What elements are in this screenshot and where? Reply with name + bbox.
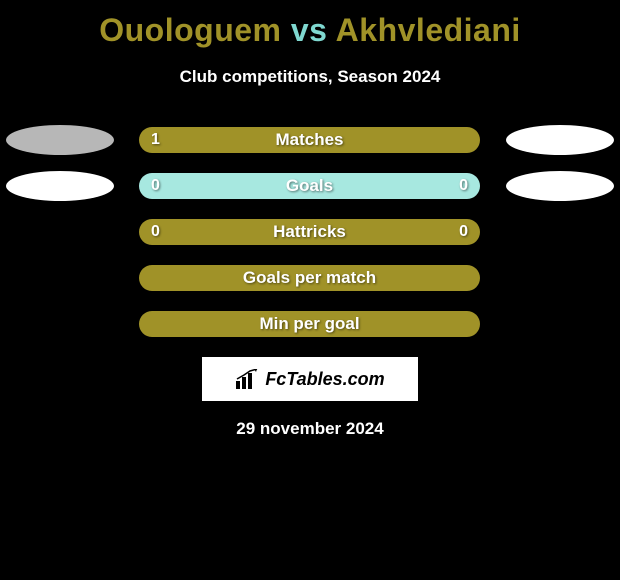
stat-row: 0 Goals 0 bbox=[0, 173, 620, 199]
player2-name: Akhvlediani bbox=[336, 12, 521, 48]
chart-icon bbox=[235, 369, 259, 389]
stat-label: Min per goal bbox=[259, 314, 359, 334]
stat-row: 0 Hattricks 0 bbox=[0, 219, 620, 245]
stat-value-left: 1 bbox=[151, 131, 160, 149]
stat-label: Goals per match bbox=[243, 268, 376, 288]
stat-bar: Goals per match bbox=[139, 265, 480, 291]
stat-value-right: 0 bbox=[459, 177, 468, 195]
stat-label: Goals bbox=[286, 176, 333, 196]
stat-label: Matches bbox=[275, 130, 343, 150]
footer-logo-text: FcTables.com bbox=[265, 369, 384, 390]
stat-row: 1 Matches bbox=[0, 127, 620, 153]
stat-value-right: 0 bbox=[459, 223, 468, 241]
stat-bar: Min per goal bbox=[139, 311, 480, 337]
vs-label: vs bbox=[291, 12, 328, 48]
stat-bar: 0 Hattricks 0 bbox=[139, 219, 480, 245]
stat-row: Goals per match bbox=[0, 265, 620, 291]
stat-label: Hattricks bbox=[273, 222, 346, 242]
stat-bar: 0 Goals 0 bbox=[139, 173, 480, 199]
comparison-title: Ouologuem vs Akhvlediani bbox=[0, 0, 620, 49]
subtitle: Club competitions, Season 2024 bbox=[0, 67, 620, 87]
stat-bar: 1 Matches bbox=[139, 127, 480, 153]
player2-ellipse bbox=[506, 171, 614, 201]
player2-ellipse bbox=[506, 125, 614, 155]
footer-date: 29 november 2024 bbox=[0, 419, 620, 439]
stat-value-left: 0 bbox=[151, 177, 160, 195]
stat-row: Min per goal bbox=[0, 311, 620, 337]
player1-ellipse bbox=[6, 125, 114, 155]
stat-value-left: 0 bbox=[151, 223, 160, 241]
player1-name: Ouologuem bbox=[99, 12, 281, 48]
player1-ellipse bbox=[6, 171, 114, 201]
stat-rows: 1 Matches 0 Goals 0 0 Hattricks 0 Goals per matc… bbox=[0, 127, 620, 337]
footer-logo: FcTables.com bbox=[202, 357, 418, 401]
